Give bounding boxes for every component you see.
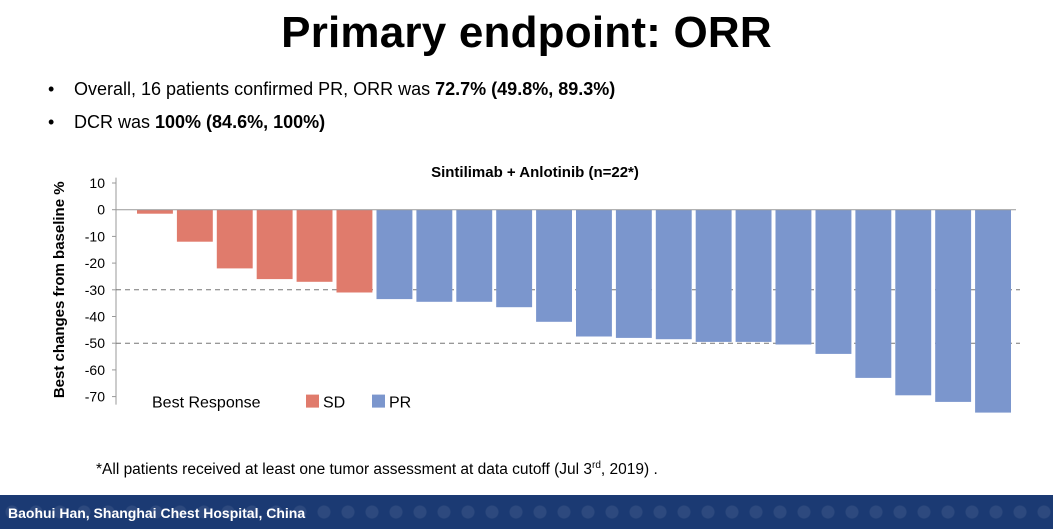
y-axis-label: Best changes from baseline %	[51, 181, 68, 398]
bar-19	[855, 209, 892, 378]
bar-11	[536, 209, 572, 322]
y-tick-label: -50	[85, 335, 105, 351]
bullet-marker: •	[48, 112, 55, 132]
y-tick-label: -70	[85, 389, 105, 405]
footnote-text: *All patients received at least one tumo…	[96, 461, 592, 479]
bar-5	[296, 209, 333, 282]
bar-18	[815, 209, 852, 354]
y-tick-label: -20	[85, 255, 105, 271]
legend-title: Best Response	[152, 395, 261, 412]
bar-3	[216, 209, 253, 269]
y-tick-label: 0	[97, 202, 105, 218]
bar-10	[496, 209, 533, 308]
bar-22	[975, 209, 1011, 413]
bar-17	[775, 209, 812, 345]
bullet-dcr: • DCR was 100% (84.6%, 100%)	[48, 109, 615, 142]
legend-swatch-sd	[306, 394, 319, 408]
footnote: *All patients received at least one tumo…	[96, 460, 658, 479]
bullet-marker: •	[48, 79, 55, 99]
bullet-text: DCR was	[74, 112, 156, 132]
y-tick-label: 10	[89, 175, 105, 191]
bar-15	[695, 209, 732, 342]
bar-6	[336, 209, 373, 293]
bullet-bold-value: 100% (84.6%, 100%)	[155, 112, 326, 132]
footer-credit: Baohui Han, Shanghai Chest Hospital, Chi…	[8, 505, 306, 521]
footnote-superscript: rd	[591, 460, 601, 471]
bullet-orr: • Overall, 16 patients confirmed PR, ORR …	[48, 76, 615, 109]
bullet-text: Overall, 16 patients confirmed PR, ORR w…	[74, 79, 436, 99]
bar-2	[176, 209, 213, 242]
legend-swatch-pr	[372, 394, 385, 408]
legend-label-pr: PR	[389, 395, 411, 412]
footer-bar: Baohui Han, Shanghai Chest Hospital, Chi…	[0, 495, 1053, 529]
bar-1	[137, 209, 173, 214]
bullet-list: • Overall, 16 patients confirmed PR, ORR …	[48, 76, 615, 142]
bar-12	[576, 209, 612, 337]
bar-16	[735, 209, 772, 342]
slide-title: Primary endpoint: ORR	[281, 8, 772, 57]
y-tick-label: -10	[85, 228, 105, 244]
y-tick-label: -60	[85, 362, 105, 378]
bar-14	[655, 209, 692, 340]
bar-21	[935, 209, 972, 402]
y-tick-label: -40	[85, 309, 105, 325]
y-tick-label: -30	[85, 282, 105, 298]
waterfall-chart: Sintilimab + Anlotinib (n=22*) Best chang…	[51, 164, 1020, 413]
bar-8	[416, 209, 453, 302]
bar-7	[376, 209, 413, 300]
bar-13	[615, 209, 652, 338]
legend-label-sd: SD	[323, 395, 345, 412]
chart-title: Sintilimab + Anlotinib (n=22*)	[431, 164, 639, 181]
bar-4	[256, 209, 293, 280]
bullet-bold-value: 72.7% (49.8%, 89.3%)	[435, 79, 616, 99]
bar-20	[895, 209, 932, 396]
bar-9	[456, 209, 493, 302]
footnote-text-end: , 2019) .	[600, 461, 658, 479]
